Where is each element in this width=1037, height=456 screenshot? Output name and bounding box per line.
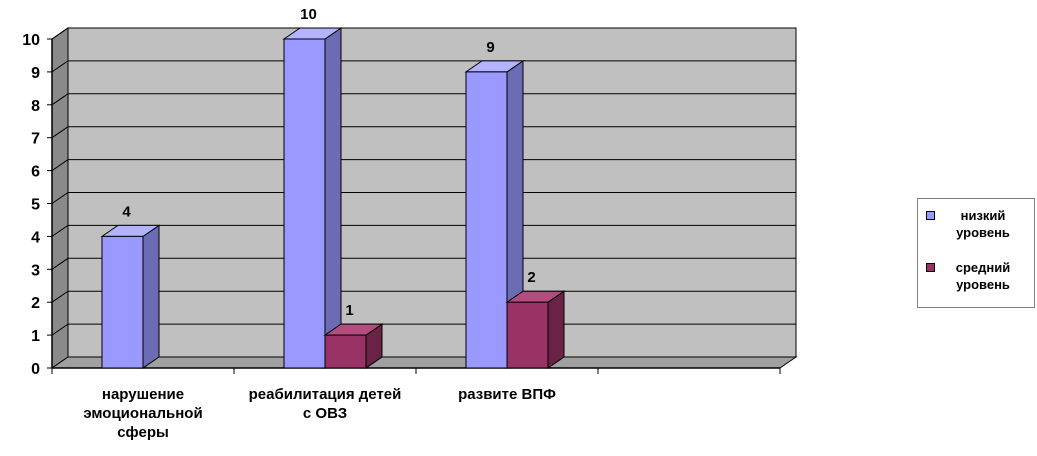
gridline bbox=[51, 126, 796, 139]
category-label: развите ВПФ bbox=[458, 386, 556, 403]
y-tick-label: 9 bbox=[31, 65, 40, 82]
chart-bars bbox=[100, 27, 566, 369]
category-label: нарушение эмоциональной сферы bbox=[83, 386, 203, 441]
gridline bbox=[51, 60, 796, 73]
gridline bbox=[51, 27, 796, 40]
data-label: 9 bbox=[486, 39, 494, 56]
chart-wall bbox=[50, 27, 798, 369]
bar bbox=[505, 290, 566, 369]
y-tick-label: 3 bbox=[31, 262, 40, 279]
bar bbox=[464, 59, 525, 369]
y-tick-label: 0 bbox=[31, 361, 40, 378]
chart-axes: 0 1 2 3 4 5 6 7 8 9 10 bbox=[22, 32, 781, 378]
chart-data-labels: 4 10 9 1 2 bbox=[122, 6, 535, 319]
legend-swatch-medium bbox=[926, 263, 935, 272]
data-label: 10 bbox=[300, 6, 317, 23]
y-tick-label: 6 bbox=[31, 164, 40, 181]
bar bbox=[100, 224, 161, 369]
data-label: 1 bbox=[345, 302, 353, 319]
data-label: 4 bbox=[122, 203, 131, 220]
gridline bbox=[51, 93, 796, 106]
y-tick-label: 2 bbox=[31, 295, 40, 312]
y-tick-label: 1 bbox=[31, 328, 40, 345]
y-tick-label: 10 bbox=[22, 32, 40, 49]
y-tick-label: 7 bbox=[31, 131, 40, 148]
legend-swatch-low bbox=[926, 211, 935, 220]
gridline bbox=[51, 159, 796, 172]
bar bbox=[323, 323, 384, 369]
y-tick-label: 4 bbox=[31, 229, 40, 246]
gridline bbox=[51, 224, 796, 237]
legend-label-low: низкий уровень bbox=[956, 208, 1010, 240]
floor bbox=[50, 356, 798, 369]
y-tick-label: 8 bbox=[31, 98, 40, 115]
data-label: 2 bbox=[527, 269, 535, 286]
legend-label-medium: средний уровень bbox=[955, 260, 1011, 292]
bar bbox=[282, 27, 343, 369]
legend: низкий уровень средний уровень bbox=[917, 198, 1035, 308]
gridline bbox=[51, 192, 796, 204]
category-label: реабилитация детей с ОВЗ bbox=[248, 386, 402, 422]
gridline bbox=[51, 257, 796, 270]
y-tick-label: 5 bbox=[31, 197, 40, 214]
